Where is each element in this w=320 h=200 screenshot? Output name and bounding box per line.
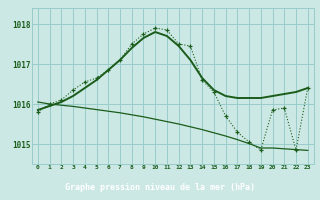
Text: Graphe pression niveau de la mer (hPa): Graphe pression niveau de la mer (hPa): [65, 183, 255, 192]
